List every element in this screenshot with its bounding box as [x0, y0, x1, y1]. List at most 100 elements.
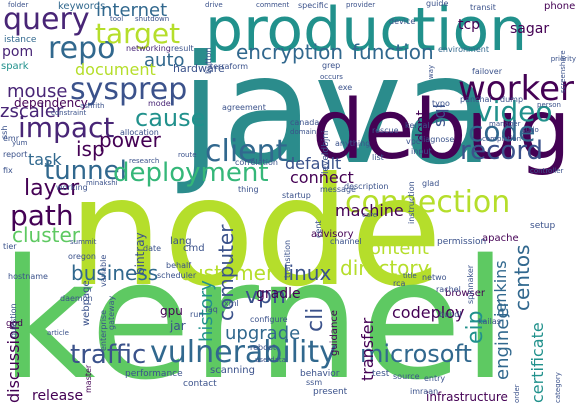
- word-apache: apache: [482, 233, 519, 244]
- word-message: message: [320, 185, 356, 194]
- word-node: node: [68, 146, 443, 320]
- word-reboot: reboot: [250, 343, 277, 352]
- word-cluster: cluster: [12, 223, 81, 247]
- word-business: business: [71, 261, 159, 285]
- word-task: task: [28, 150, 62, 169]
- word-lang: lang: [170, 236, 192, 247]
- word-tunnel: tunnel: [44, 156, 127, 186]
- word-release: release: [32, 388, 84, 403]
- word-guidance: guidance: [329, 310, 340, 356]
- word-bintray: bintray: [133, 232, 147, 275]
- word-production: production: [205, 0, 528, 65]
- word-cause: cause: [135, 104, 206, 132]
- word-connect: connect: [290, 168, 354, 187]
- word-impact: impact: [18, 111, 115, 144]
- word-rachel: rachel: [436, 285, 461, 294]
- word-variable: variable: [99, 254, 108, 287]
- word-faq: faq: [205, 305, 218, 314]
- word-traffic: traffic: [70, 340, 147, 370]
- word-kailas: kailas: [478, 317, 501, 326]
- word-guide: guide: [426, 0, 449, 8]
- word-dump: dump: [500, 95, 524, 104]
- word-webpage: webpage: [81, 280, 92, 326]
- word-yum: yum: [12, 139, 28, 147]
- word-care: care: [362, 211, 378, 219]
- word-working: working: [56, 183, 88, 192]
- word-certificate: certificate: [528, 322, 547, 403]
- word-route: route: [178, 151, 197, 159]
- word-gpu: gpu: [160, 304, 183, 318]
- word-sysprep: sysprep: [70, 72, 188, 107]
- word-jar: jar: [170, 319, 186, 333]
- word-test: test: [372, 369, 390, 379]
- word-terraform: terraform: [210, 62, 249, 71]
- word-source: source: [393, 372, 420, 381]
- word-linux: linux: [283, 261, 332, 285]
- word-keywords: keywords: [58, 1, 106, 12]
- word-zscaler: zscaler: [0, 101, 64, 122]
- word-imraan: imraan: [410, 387, 439, 396]
- word-function: function: [352, 40, 434, 64]
- word-leveldbjni: leveldbjni: [321, 130, 331, 174]
- word-setup: setup: [530, 221, 556, 231]
- word-path: path: [10, 199, 74, 232]
- word-research: research: [129, 157, 160, 165]
- word-infrastructure: infrastructure: [426, 390, 508, 403]
- word-priority: priority: [550, 55, 576, 63]
- word-diagnose: diagnose: [418, 135, 455, 144]
- word-ashrith: ashrith: [80, 102, 105, 110]
- word-god: god: [6, 319, 23, 329]
- word-scheduler: scheduler: [157, 271, 197, 280]
- word-fix: fix: [3, 166, 13, 175]
- word-connection: connection: [345, 185, 511, 220]
- word-xml: xml: [224, 299, 239, 308]
- word-completion: completion: [482, 135, 522, 143]
- word-report: report: [3, 150, 28, 159]
- word-bundl: bundl: [439, 310, 462, 319]
- word-startup: startup: [282, 191, 311, 200]
- word-client: client: [205, 134, 288, 169]
- word-netwo: netwo: [422, 273, 447, 282]
- word-video: video: [476, 95, 553, 128]
- word-record: record: [460, 136, 544, 166]
- word-istance: istance: [4, 35, 37, 45]
- word-folder: folder: [8, 1, 29, 9]
- word-behavior: behavior: [300, 369, 340, 379]
- word-order: order: [513, 384, 521, 403]
- word-dependency: dependency: [14, 96, 88, 110]
- word-layer: layer: [24, 176, 80, 201]
- word-button: button: [204, 47, 213, 74]
- word-shutdown: shutdown: [135, 15, 170, 23]
- word-cent: cent: [314, 220, 323, 238]
- word-jenkins: jenkins: [491, 260, 510, 317]
- word-vpn: vpn: [245, 284, 286, 309]
- word-tcp: tcp: [458, 17, 481, 33]
- word-sudo: sudo: [522, 126, 539, 134]
- word-document: document: [75, 60, 156, 79]
- word-repo: repo: [48, 31, 116, 66]
- word-centos: centos: [510, 244, 534, 311]
- word-constraint: constraint: [51, 109, 87, 117]
- word-mouse: mouse: [7, 81, 68, 102]
- word-auto: auto: [144, 50, 185, 71]
- word-transition: transition: [283, 239, 292, 278]
- word-title: title: [403, 272, 417, 280]
- word-codeploy: codeploy: [392, 303, 465, 322]
- word-way: way: [427, 64, 435, 79]
- word-person: person: [537, 101, 561, 109]
- word-article: article: [47, 329, 69, 337]
- word-worker: worker: [458, 69, 574, 109]
- word-result: result: [171, 44, 194, 53]
- word-permission: permission: [437, 237, 487, 247]
- word-grep: grep: [322, 61, 341, 70]
- word-emr: emr: [3, 134, 20, 143]
- word-specific: specific: [298, 1, 329, 10]
- word-panchal: panchal: [460, 95, 492, 104]
- word-failover: failover: [472, 67, 503, 76]
- word-query: query: [3, 2, 90, 37]
- word-entry: entry: [424, 374, 446, 383]
- word-kernal: kernal: [405, 121, 430, 130]
- word-vulnerability: vulnerability: [150, 335, 337, 370]
- word-mode: mode: [148, 99, 171, 108]
